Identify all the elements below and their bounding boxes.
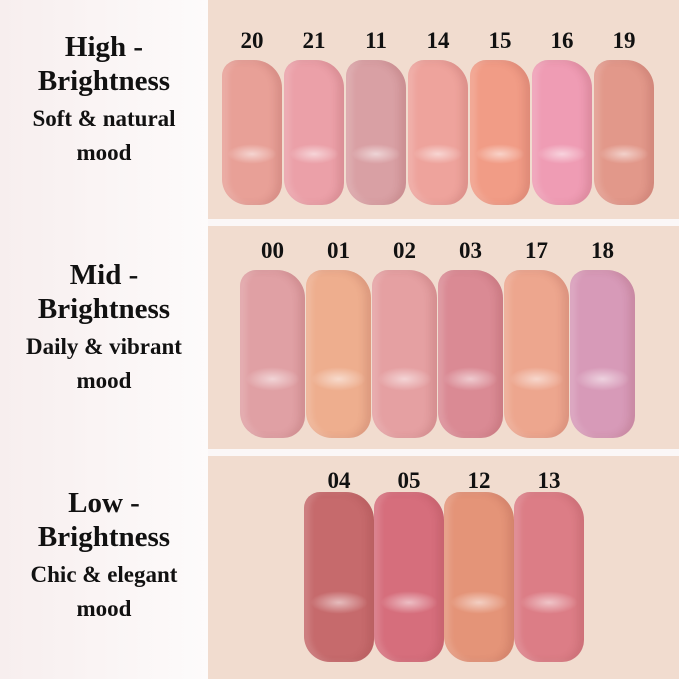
shade-number: 14 xyxy=(426,28,450,53)
group-mood: mood xyxy=(76,368,132,393)
group-mood: Daily & vibrant xyxy=(26,334,182,359)
shade-number: 15 xyxy=(488,28,512,53)
group-mood: mood xyxy=(76,596,132,621)
lip-swatch-00 xyxy=(240,270,305,438)
lip-swatch-01 xyxy=(306,270,371,438)
swatch-panel-mid: 00 01 02 03 17 18 xyxy=(208,226,679,449)
lip-swatch-18 xyxy=(570,270,635,438)
swatch-panel-low: 04 05 12 13 xyxy=(208,456,679,679)
group-title: High - xyxy=(64,31,144,63)
lip-swatch-11 xyxy=(346,60,406,205)
lip-swatch-20 xyxy=(222,60,282,205)
lip-swatch-03 xyxy=(438,270,503,438)
shade-number: 18 xyxy=(591,238,614,263)
labels-column xyxy=(0,0,208,679)
group-mood: Soft & natural xyxy=(32,106,176,131)
lip-swatch-19 xyxy=(594,60,654,205)
lip-swatch-17 xyxy=(504,270,569,438)
shade-number: 12 xyxy=(467,468,491,493)
group-title: Brightness xyxy=(37,65,171,97)
group-title: Low - xyxy=(68,487,140,519)
shade-number: 01 xyxy=(327,238,350,263)
group-title: Brightness xyxy=(37,521,171,553)
group-label-mid: Mid - Brightness Daily & vibrant mood xyxy=(0,258,208,398)
shade-number: 17 xyxy=(525,238,548,263)
shade-number: 19 xyxy=(612,28,636,53)
group-label-high: High - Brightness Soft & natural mood xyxy=(0,30,208,170)
shade-number: 20 xyxy=(240,28,264,53)
shade-number: 02 xyxy=(393,238,416,263)
lip-swatch-04 xyxy=(304,492,374,662)
lip-swatch-05 xyxy=(374,492,444,662)
group-label-low: Low - Brightness Chic & elegant mood xyxy=(0,486,208,626)
group-title: Mid - xyxy=(69,259,139,291)
lip-swatch-16 xyxy=(532,60,592,205)
shade-number: 13 xyxy=(537,468,561,493)
group-title: Brightness xyxy=(37,293,171,325)
lip-swatch-15 xyxy=(470,60,530,205)
group-mood: mood xyxy=(76,140,132,165)
lip-swatch-21 xyxy=(284,60,344,205)
lip-swatch-13 xyxy=(514,492,584,662)
group-mood: Chic & elegant xyxy=(30,562,178,587)
shade-number: 21 xyxy=(302,28,326,53)
shade-number: 05 xyxy=(397,468,421,493)
swatch-panel-high: 20 21 11 14 15 16 19 xyxy=(208,0,679,219)
shade-number: 00 xyxy=(261,238,284,263)
shade-number: 04 xyxy=(327,468,351,493)
shade-number: 03 xyxy=(459,238,482,263)
lip-swatch-14 xyxy=(408,60,468,205)
shade-number: 11 xyxy=(365,28,387,53)
lip-swatch-02 xyxy=(372,270,437,438)
lip-swatch-12 xyxy=(444,492,514,662)
shade-number: 16 xyxy=(550,28,574,53)
